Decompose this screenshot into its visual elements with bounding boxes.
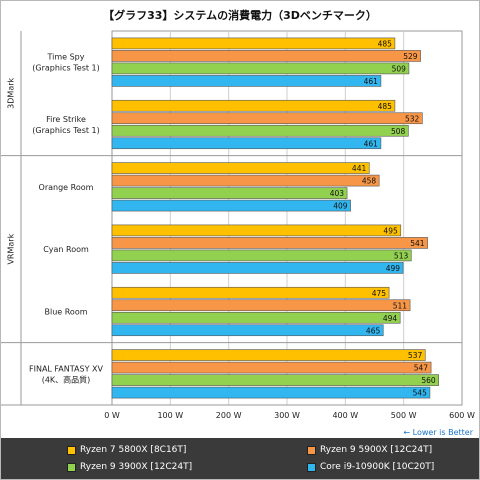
bar: [111, 37, 396, 50]
bar-value-label: 529: [403, 52, 418, 61]
bar: [111, 262, 404, 274]
category-label: Fire Strike: [46, 115, 86, 124]
bar-value-label: 409: [333, 202, 348, 211]
x-tick-label: 200 W: [216, 411, 242, 420]
bar: [111, 349, 426, 361]
legend-label: Ryzen 9 5900X [12C24T]: [320, 445, 433, 455]
bar-chart: 0 W 100 W 200 W 300 W 400 W 500 W 600 W 3DMark V…: [1, 30, 475, 420]
bar: [111, 112, 423, 125]
bar-value-label: 441: [352, 164, 367, 173]
legend-label: Core i9-10900K [10C20T]: [320, 462, 435, 472]
x-tick-label: 600 W: [449, 411, 475, 420]
legend-item: Ryzen 9 3900X [12C24T]: [67, 462, 192, 472]
bar-value-label: 511: [393, 301, 408, 310]
bar-value-label: 495: [383, 226, 398, 235]
category-label: Cyan Room: [43, 245, 89, 254]
bar: [111, 137, 382, 150]
bar: [111, 187, 348, 199]
bar-value-label: 494: [383, 314, 398, 323]
bar-value-label: 485: [378, 102, 393, 111]
bar: [111, 299, 411, 312]
bar: [111, 249, 412, 262]
chart-title: 【グラフ33】システムの消費電力（3Dベンチマーク）: [103, 9, 377, 22]
bar-value-label: 465: [366, 326, 381, 335]
legend-swatch: [67, 462, 76, 472]
category-label: Orange Room: [39, 183, 94, 192]
category-label: Time Spy: [46, 53, 84, 62]
category-label: FINAL FANTASY XV: [29, 364, 103, 373]
bar-value-label: 475: [372, 289, 387, 298]
legend-item: Ryzen 7 5800X [8C16T]: [67, 445, 186, 455]
bar-value-label: 560: [421, 376, 436, 385]
bar: [111, 50, 421, 62]
x-tick-label: 300 W: [274, 411, 300, 420]
bar-value-label: 532: [405, 114, 420, 123]
legend-swatch: [67, 445, 76, 455]
bar: [111, 386, 431, 399]
x-tick-label: 100 W: [157, 411, 183, 420]
bar: [111, 75, 382, 87]
bar-value-label: 513: [394, 251, 409, 260]
category-label: Blue Room: [44, 308, 87, 317]
legend: Ryzen 7 5800X [8C16T] Ryzen 9 5900X [12C2…: [1, 438, 479, 479]
bar: [111, 324, 384, 337]
bar-value-label: 547: [414, 364, 429, 373]
bar-value-label: 541: [410, 239, 425, 248]
bar: [111, 374, 439, 386]
bar: [111, 99, 396, 112]
bar-value-label: 545: [413, 389, 428, 398]
category-label: (Graphics Test 1): [32, 64, 100, 73]
x-tick-label: 0 W: [104, 411, 120, 420]
bar: [111, 199, 351, 212]
category-label: (Graphics Test 1): [32, 126, 100, 135]
bar: [111, 162, 370, 174]
bar: [111, 224, 402, 237]
group-label: 3DMark: [7, 77, 16, 108]
bar-value-label: 499: [386, 264, 401, 273]
legend-label: Ryzen 9 3900X [12C24T]: [80, 462, 193, 472]
bar: [111, 361, 432, 374]
bar: [111, 311, 401, 324]
bar: [111, 286, 390, 299]
legend-label: Ryzen 7 5800X [8C16T]: [80, 445, 187, 455]
x-tick-label: 400 W: [332, 411, 358, 420]
bar-value-label: 461: [364, 77, 379, 86]
bar-value-label: 508: [391, 127, 406, 136]
bar-value-label: 403: [330, 189, 345, 198]
x-tick-label: 500 W: [391, 411, 417, 420]
bar-value-label: 485: [378, 39, 393, 48]
group-label: VRMark: [7, 233, 16, 264]
lower-is-better-note: ← Lower is Better: [403, 428, 473, 437]
legend-swatch: [307, 462, 316, 472]
legend-swatch: [307, 445, 316, 455]
bar-value-label: 537: [408, 351, 423, 360]
bar-value-label: 461: [364, 139, 379, 148]
bar: [111, 237, 428, 249]
category-label: (4K、高品質): [42, 374, 91, 384]
bar: [111, 174, 380, 187]
legend-item: Ryzen 9 5900X [12C24T]: [307, 445, 432, 455]
bar-value-label: 509: [392, 64, 407, 73]
bar: [111, 124, 409, 137]
legend-item: Core i9-10900K [10C20T]: [307, 462, 434, 472]
bar: [111, 62, 410, 75]
bar-value-label: 458: [362, 177, 377, 186]
